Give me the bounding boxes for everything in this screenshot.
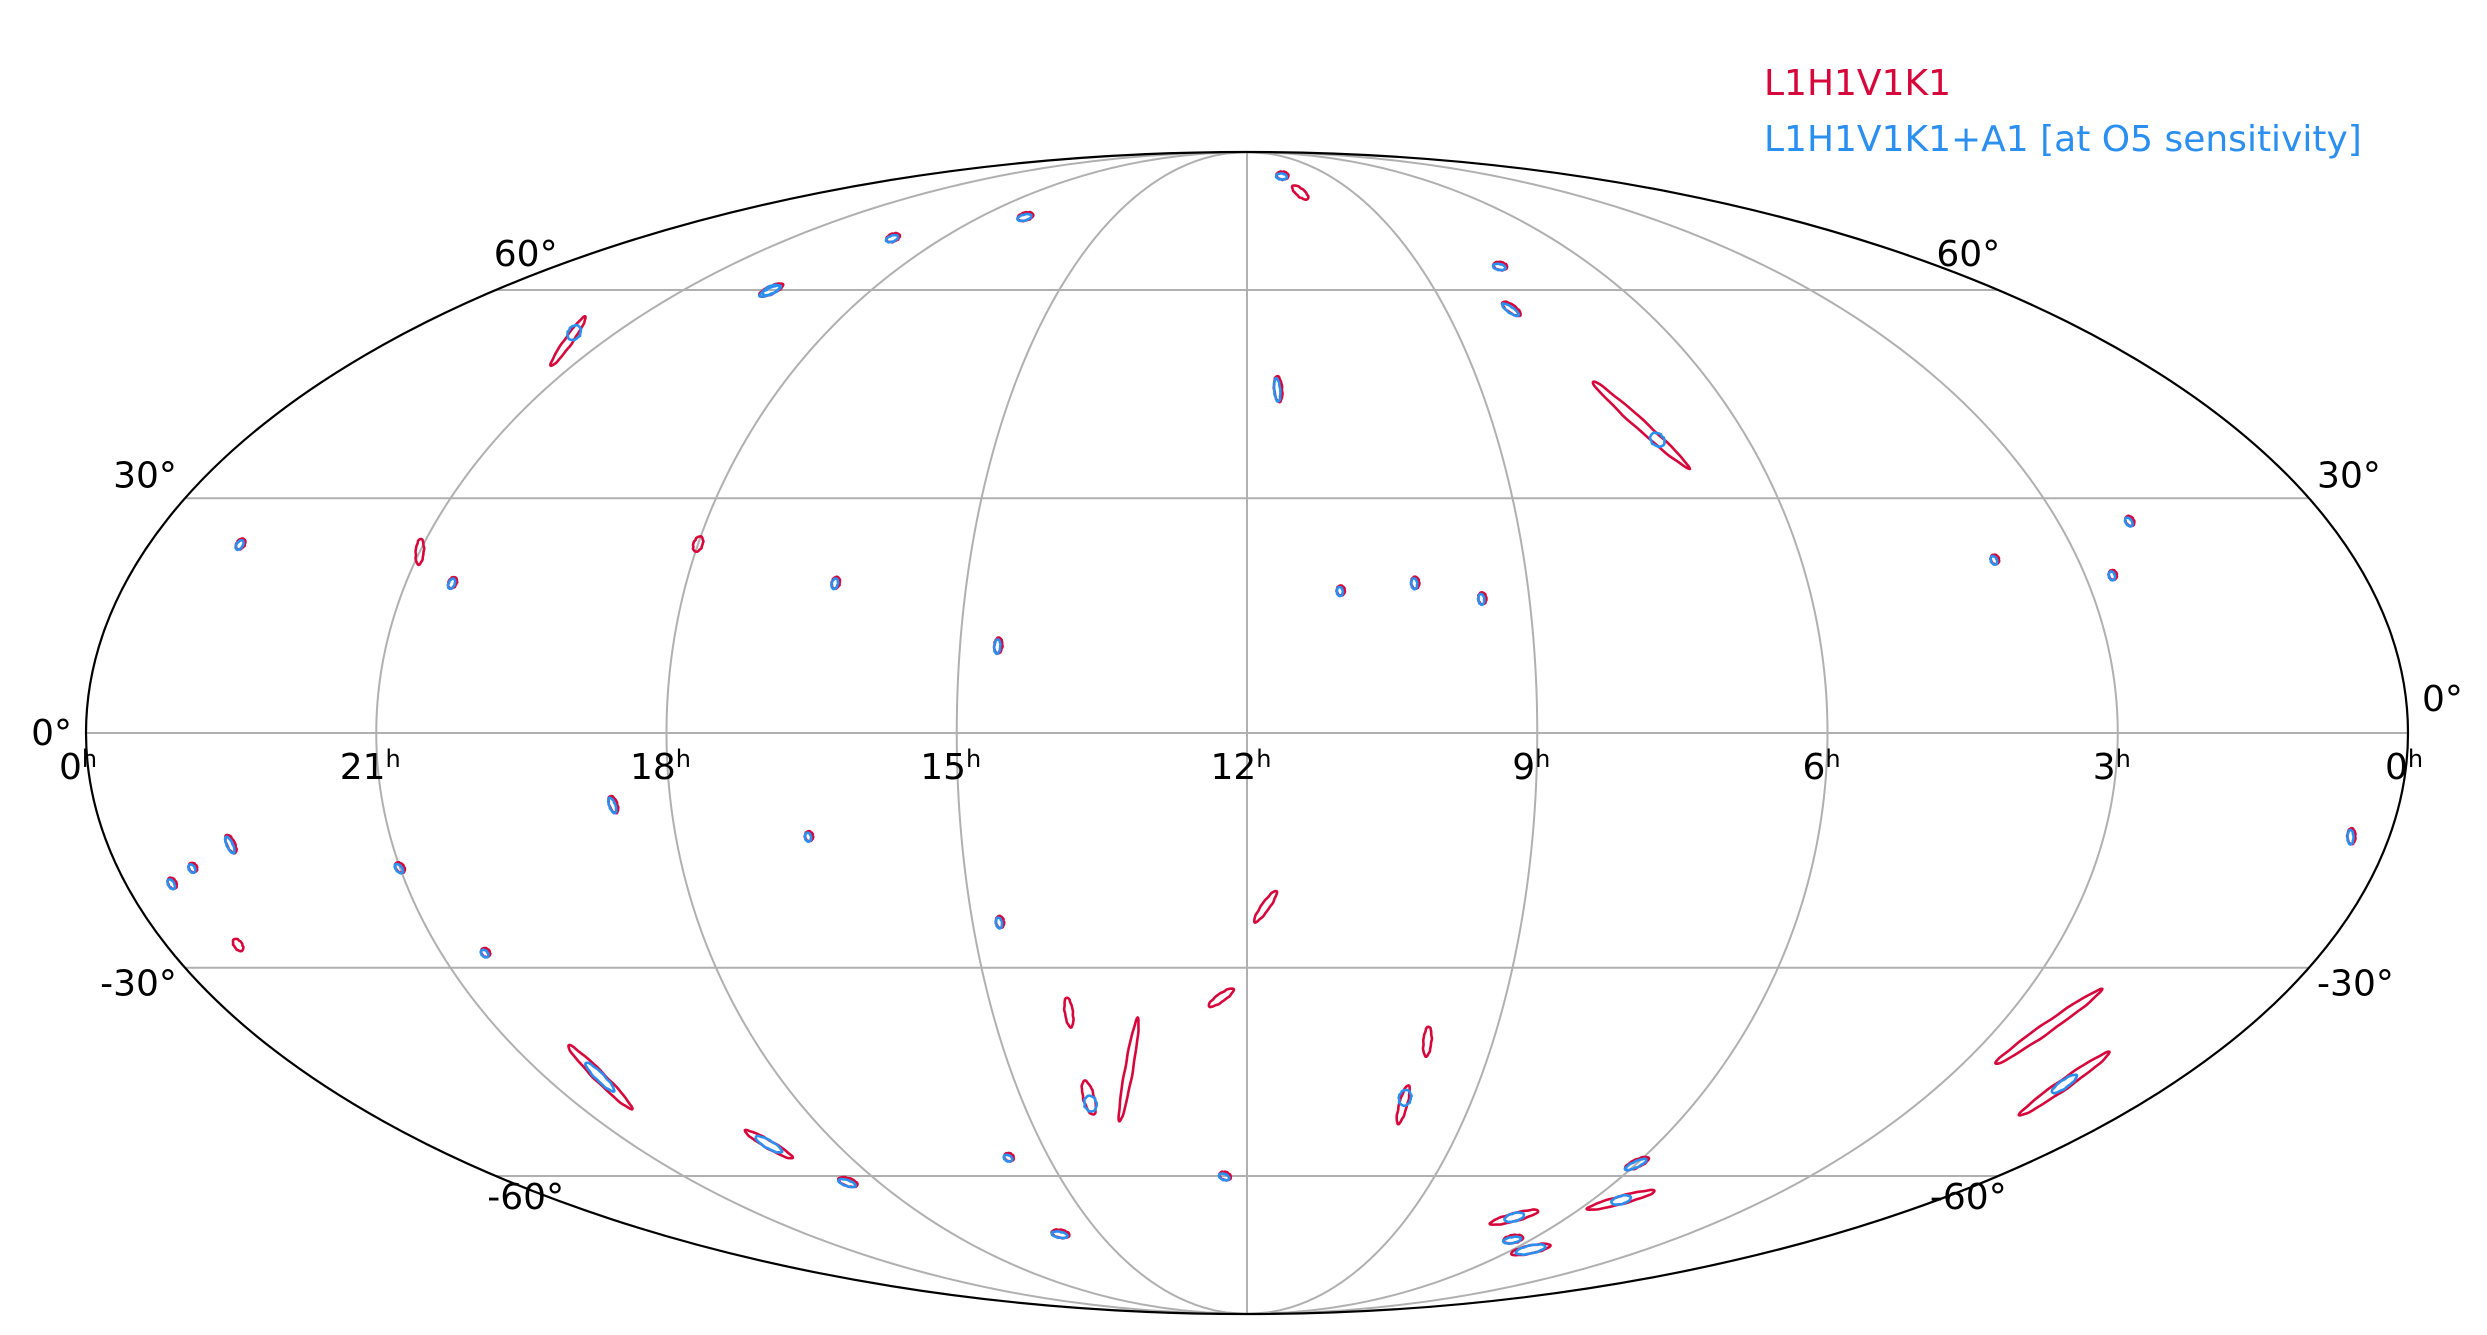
dec-tick-label: -60° [487, 1177, 564, 1218]
legend: L1H1V1K1 L1H1V1K1+A1 [at O5 sensitivity] [1764, 63, 2362, 160]
region-contour-l1h1v1k1 [231, 937, 245, 953]
region-contour-l1h1v1k1-a1 [1274, 172, 1289, 181]
region-contour-l1h1v1k1-a1 [223, 835, 236, 855]
ra-tick-label: 21h [340, 745, 401, 788]
meridian-line [375, 151, 1248, 1315]
region-contour-l1h1v1k1-a1 [2050, 1073, 2079, 1095]
region-contour-l1h1v1k1-a1 [992, 638, 1002, 656]
localization-regions [166, 170, 2357, 1257]
dec-tick-label: -30° [100, 964, 177, 1005]
meridian-line [665, 151, 1248, 1315]
region-contour-l1h1v1k1-a1 [1501, 1235, 1523, 1245]
dec-tick-label: 0° [31, 713, 72, 754]
region-contour-l1h1v1k1 [1290, 184, 1310, 202]
region-contour-l1h1v1k1-a1 [1002, 1153, 1014, 1163]
region-contour-l1h1v1k1-a1 [1514, 1242, 1547, 1257]
region-contour-l1h1v1k1 [1117, 1016, 1140, 1123]
region-contour-l1h1v1k1-a1 [1476, 592, 1486, 607]
graticule-grid [86, 151, 2408, 1315]
ra-tick-label: 12h [1210, 745, 1271, 788]
region-contour-l1h1v1k1-a1 [1989, 554, 1999, 566]
region-contour-l1h1v1k1-a1 [837, 1177, 857, 1189]
region-contour-l1h1v1k1 [743, 1128, 795, 1160]
region-contour-l1h1v1k1 [1591, 380, 1692, 471]
region-contour-l1h1v1k1 [1253, 889, 1279, 924]
region-contour-l1h1v1k1-a1 [1016, 212, 1033, 223]
region-contour-l1h1v1k1-a1 [1648, 431, 1666, 449]
meridian-line [1246, 151, 1829, 1315]
region-contour-l1h1v1k1-a1 [606, 796, 618, 815]
region-contour-l1h1v1k1-a1 [2107, 570, 2117, 582]
region-contour-l1h1v1k1-a1 [803, 831, 813, 844]
region-contour-l1h1v1k1-a1 [583, 1061, 616, 1093]
region-contour-l1h1v1k1-a1 [2123, 516, 2135, 528]
projection-outline [84, 150, 2410, 1316]
region-contour-l1h1v1k1-a1 [479, 948, 490, 959]
region-contour-l1h1v1k1-a1 [393, 862, 405, 875]
region-contour-l1h1v1k1-a1 [566, 323, 583, 342]
axis-labels: 0h 21h 18h 15h 12h 9h 6h 3h 0h 60° 60° 30° 30° 0° 0° -3… [31, 234, 2463, 1218]
region-contour-l1h1v1k1-a1 [1083, 1094, 1099, 1113]
ra-tick-label: 9h [1512, 745, 1550, 788]
region-contour-l1h1v1k1 [1994, 987, 2104, 1066]
region-contour-l1h1v1k1-a1 [1409, 577, 1419, 591]
ra-tick-label: 0h [59, 745, 97, 788]
region-contour-l1h1v1k1 [414, 537, 426, 567]
region-contour-l1h1v1k1 [1062, 996, 1075, 1029]
ra-tick-label: 3h [2093, 745, 2131, 788]
region-contour-l1h1v1k1-a1 [1500, 302, 1521, 318]
meridian-line [955, 151, 1248, 1315]
meridian-line [1246, 151, 1539, 1315]
region-contour-l1h1v1k1-a1 [994, 916, 1004, 930]
region-contour-l1h1v1k1-a1 [1050, 1230, 1070, 1240]
region-contour-l1h1v1k1-a1 [1397, 1088, 1413, 1108]
dec-tick-label: -60° [1930, 1177, 2007, 1218]
region-contour-l1h1v1k1 [1421, 1025, 1434, 1059]
legend-entry-l1h1v1k1-a1: L1H1V1K1+A1 [at O5 sensitivity] [1764, 119, 2362, 160]
ra-tick-label: 6h [1802, 745, 1840, 788]
region-contour-l1h1v1k1 [2017, 1050, 2111, 1117]
ra-tick-label: 15h [920, 745, 981, 788]
region-contour-l1h1v1k1-a1 [1272, 376, 1282, 403]
meridian-line [1246, 151, 2119, 1315]
region-contour-l1h1v1k1 [691, 535, 705, 554]
region-contour-l1h1v1k1-a1 [1503, 1211, 1526, 1224]
dec-tick-label: 60° [1936, 234, 2000, 275]
ra-tick-label: 0h [2385, 745, 2423, 788]
region-contour-l1h1v1k1-a1 [1491, 262, 1507, 272]
region-contour-l1h1v1k1-a1 [830, 577, 840, 591]
region-contour-l1h1v1k1-a1 [1610, 1193, 1633, 1206]
region-contour-l1h1v1k1-a1 [1335, 585, 1345, 598]
region-contour-l1h1v1k1-a1 [166, 878, 177, 891]
legend-entry-l1h1v1k1: L1H1V1K1 [1764, 63, 1951, 104]
ra-tick-label: 18h [630, 745, 691, 788]
dec-tick-label: -30° [2317, 964, 2394, 1005]
region-contour-l1h1v1k1-a1 [234, 539, 245, 552]
dec-tick-label: 0° [2422, 679, 2463, 720]
region-contour-l1h1v1k1 [567, 1043, 634, 1111]
region-contour-l1h1v1k1-a1 [446, 577, 457, 590]
dec-tick-label: 30° [2317, 455, 2381, 496]
sky-boundary [84, 150, 2410, 1316]
region-contour-l1h1v1k1-a1 [884, 233, 900, 244]
dec-tick-label: 30° [113, 455, 177, 496]
region-contour-l1h1v1k1-a1 [187, 863, 197, 875]
region-contour-l1h1v1k1-a1 [761, 283, 781, 297]
region-contour-l1h1v1k1 [1488, 1208, 1540, 1226]
region-contour-l1h1v1k1 [1395, 1084, 1411, 1126]
region-contour-l1h1v1k1-a1 [1623, 1157, 1648, 1172]
region-contour-l1h1v1k1 [1585, 1188, 1656, 1211]
dec-tick-label: 60° [494, 234, 558, 275]
region-contour-l1h1v1k1-a1 [1217, 1172, 1231, 1182]
region-contour-l1h1v1k1 [1207, 987, 1236, 1009]
region-contour-l1h1v1k1-a1 [754, 1134, 784, 1154]
region-contour-l1h1v1k1-a1 [2346, 828, 2355, 846]
